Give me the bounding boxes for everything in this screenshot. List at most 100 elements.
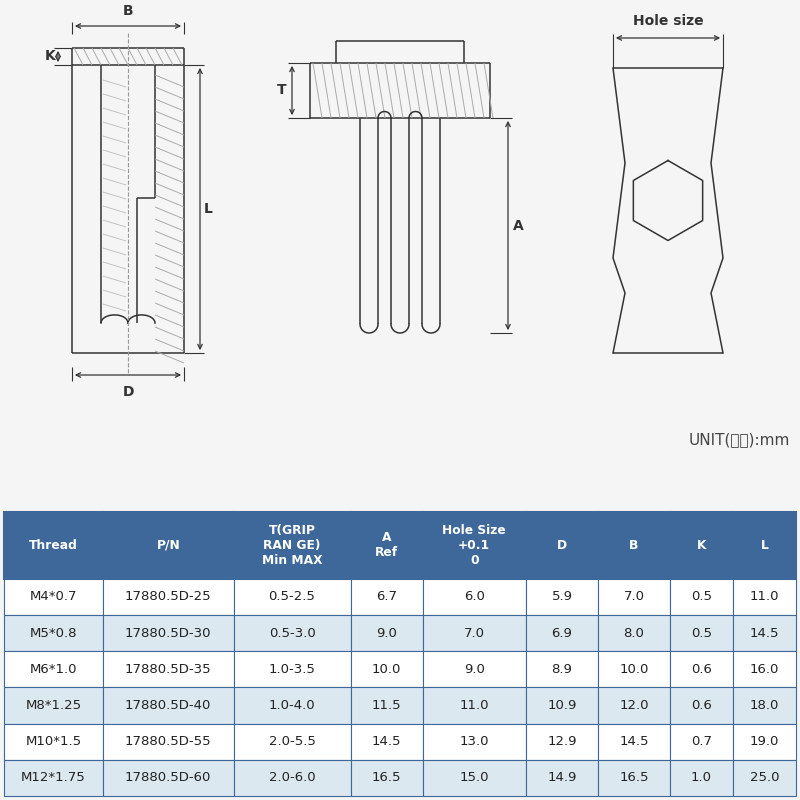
Text: 1.0-3.5: 1.0-3.5: [269, 662, 315, 676]
Text: 2.0-6.0: 2.0-6.0: [269, 771, 315, 784]
Text: 16.0: 16.0: [750, 662, 779, 676]
Bar: [526, 687, 598, 723]
Text: Thread: Thread: [29, 539, 78, 552]
Text: 17880.5D-60: 17880.5D-60: [125, 771, 211, 784]
Text: 14.5: 14.5: [619, 735, 649, 748]
Bar: [733, 512, 796, 578]
Bar: [733, 760, 796, 796]
Bar: [670, 615, 733, 651]
Text: 17880.5D-25: 17880.5D-25: [125, 590, 211, 603]
Bar: [103, 651, 234, 687]
Text: 16.5: 16.5: [619, 771, 649, 784]
Bar: [422, 687, 526, 723]
Bar: [234, 615, 350, 651]
Text: 1.0: 1.0: [691, 771, 712, 784]
Bar: [103, 615, 234, 651]
Text: 17880.5D-30: 17880.5D-30: [125, 626, 211, 639]
Text: 17880.5D-55: 17880.5D-55: [125, 735, 211, 748]
Bar: [350, 723, 422, 760]
Text: 10.9: 10.9: [547, 699, 577, 712]
Bar: [4, 578, 103, 615]
Bar: [598, 512, 670, 578]
Bar: [4, 687, 103, 723]
Text: L: L: [761, 539, 769, 552]
Text: 0.6: 0.6: [691, 662, 712, 676]
Text: 14.9: 14.9: [547, 771, 577, 784]
Text: Hole size: Hole size: [633, 14, 703, 28]
Bar: [526, 512, 598, 578]
Text: 5.9: 5.9: [551, 590, 573, 603]
Text: 12.9: 12.9: [547, 735, 577, 748]
Bar: [422, 512, 526, 578]
Bar: [103, 687, 234, 723]
Text: 12.0: 12.0: [619, 699, 649, 712]
Bar: [670, 760, 733, 796]
Text: 17880.5D-40: 17880.5D-40: [125, 699, 211, 712]
Bar: [103, 760, 234, 796]
Bar: [733, 651, 796, 687]
Text: 0.6: 0.6: [691, 699, 712, 712]
Bar: [598, 760, 670, 796]
Bar: [103, 723, 234, 760]
Bar: [670, 651, 733, 687]
Text: 16.5: 16.5: [372, 771, 402, 784]
Bar: [526, 760, 598, 796]
Text: B: B: [630, 539, 638, 552]
Bar: [670, 578, 733, 615]
Text: 0.5-3.0: 0.5-3.0: [269, 626, 315, 639]
Bar: [526, 578, 598, 615]
Bar: [733, 615, 796, 651]
Text: 6.0: 6.0: [464, 590, 485, 603]
Text: 14.5: 14.5: [750, 626, 779, 639]
Text: 0.5: 0.5: [691, 626, 712, 639]
Text: 0.7: 0.7: [691, 735, 712, 748]
Bar: [350, 687, 422, 723]
Text: 9.0: 9.0: [376, 626, 397, 639]
Text: 0.5: 0.5: [691, 590, 712, 603]
Bar: [733, 723, 796, 760]
Bar: [350, 615, 422, 651]
Bar: [598, 578, 670, 615]
Bar: [234, 760, 350, 796]
Bar: [422, 723, 526, 760]
Bar: [234, 687, 350, 723]
Text: 17880.5D-35: 17880.5D-35: [125, 662, 211, 676]
Text: A
Ref: A Ref: [375, 531, 398, 559]
Text: M5*0.8: M5*0.8: [30, 626, 78, 639]
Bar: [4, 760, 103, 796]
Text: K: K: [697, 539, 706, 552]
Bar: [350, 651, 422, 687]
Text: 9.0: 9.0: [464, 662, 485, 676]
Bar: [526, 723, 598, 760]
Bar: [4, 651, 103, 687]
Bar: [526, 615, 598, 651]
Bar: [526, 651, 598, 687]
Bar: [103, 578, 234, 615]
Text: T: T: [277, 83, 287, 98]
Text: 6.7: 6.7: [376, 590, 397, 603]
Text: UNIT(单位):mm: UNIT(单位):mm: [689, 433, 790, 447]
Bar: [422, 615, 526, 651]
Bar: [350, 578, 422, 615]
Text: 13.0: 13.0: [459, 735, 489, 748]
Text: 18.0: 18.0: [750, 699, 779, 712]
Bar: [598, 723, 670, 760]
Text: 8.9: 8.9: [551, 662, 573, 676]
Text: 14.5: 14.5: [372, 735, 402, 748]
Bar: [234, 512, 350, 578]
Text: 10.0: 10.0: [619, 662, 649, 676]
Text: M10*1.5: M10*1.5: [26, 735, 82, 748]
Text: D: D: [122, 385, 134, 399]
Text: 7.0: 7.0: [623, 590, 645, 603]
Bar: [350, 512, 422, 578]
Bar: [733, 578, 796, 615]
Bar: [670, 512, 733, 578]
Bar: [4, 723, 103, 760]
Text: 6.9: 6.9: [551, 626, 573, 639]
Text: 11.5: 11.5: [372, 699, 402, 712]
Text: A: A: [513, 218, 523, 233]
Text: 0.5-2.5: 0.5-2.5: [269, 590, 315, 603]
Text: P/N: P/N: [156, 539, 180, 552]
Bar: [670, 723, 733, 760]
Bar: [234, 651, 350, 687]
